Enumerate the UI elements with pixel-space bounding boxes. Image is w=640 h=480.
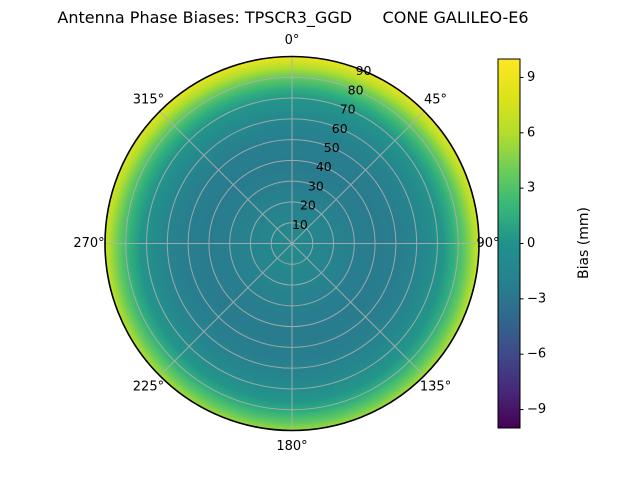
r-tick-label-80: 80 <box>348 82 364 97</box>
theta-label-45deg: 45° <box>424 92 447 107</box>
r-tick-label-20: 20 <box>300 198 316 213</box>
polar-spine <box>104 55 480 432</box>
theta-label-90deg: 90° <box>476 236 499 251</box>
theta-label-270deg: 270° <box>73 236 104 251</box>
colorbar-tick-label: −3 <box>527 291 546 306</box>
r-tick-label-70: 70 <box>340 102 356 117</box>
theta-label-315deg: 315° <box>133 92 164 107</box>
colorbar-axis-label: Bias (mm) <box>576 206 592 280</box>
chart-title: Antenna Phase Biases: TPSCR3_GGD CONE GA… <box>57 8 529 27</box>
theta-label-0deg: 0° <box>285 33 300 48</box>
theta-label-225deg: 225° <box>133 380 164 395</box>
r-tick-label-30: 30 <box>308 178 324 193</box>
grid-spoke <box>291 110 425 244</box>
colorbar-tick-label: −6 <box>527 347 546 362</box>
r-tick-label-10: 10 <box>292 217 308 232</box>
r-tick-label-50: 50 <box>324 140 340 155</box>
colorbar-tick-label: 6 <box>527 125 535 140</box>
grid-spoke <box>291 243 425 377</box>
grid-spoke <box>159 110 293 244</box>
colorbar <box>497 58 521 429</box>
colorbar-tick-label: 0 <box>527 236 535 251</box>
colorbar-tick-label: 9 <box>527 70 535 85</box>
colorbar-tick-label: −9 <box>527 402 546 417</box>
r-tick-label-90: 90 <box>356 63 372 78</box>
grid-spoke <box>159 243 293 377</box>
r-tick-label-40: 40 <box>316 159 332 174</box>
r-tick-label-60: 60 <box>332 121 348 136</box>
polar-grid <box>105 56 479 431</box>
theta-label-135deg: 135° <box>420 380 451 395</box>
colorbar-tick-label: 3 <box>527 181 535 196</box>
theta-label-180deg: 180° <box>276 439 307 454</box>
